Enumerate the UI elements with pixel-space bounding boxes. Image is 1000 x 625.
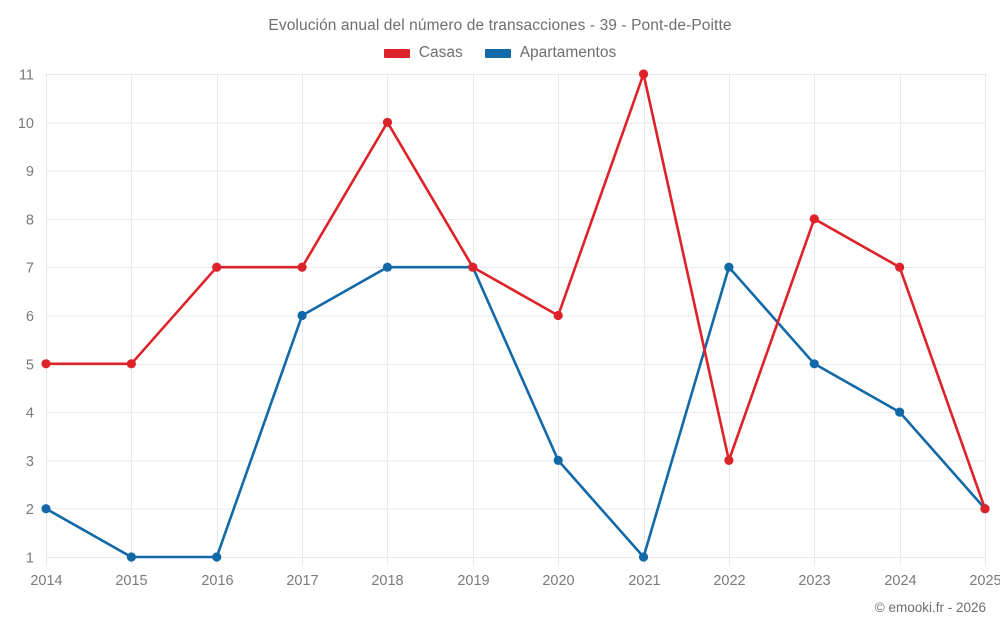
data-point-casas-2014[interactable] [41,359,51,369]
data-point-apartamentos-2023[interactable] [809,359,819,369]
data-point-casas-2024[interactable] [895,262,905,272]
x-axis-tick-label: 2014 [30,573,62,589]
y-axis-tick-label: 1 [26,551,34,567]
x-axis-tick-label: 2015 [115,573,147,589]
x-axis-tick-label: 2021 [628,573,660,589]
data-point-apartamentos-2018[interactable] [382,262,393,272]
x-axis-tick-label: 2018 [371,573,403,589]
y-axis-tick-label: 7 [26,261,34,277]
data-point-apartamentos-2022[interactable] [724,262,734,272]
data-point-apartamentos-2014[interactable] [41,504,51,514]
chart-legend: Casas Apartamentos [0,44,1000,62]
x-axis-tick-label: 2025 [969,573,1000,589]
y-axis-tick-label: 11 [19,68,34,84]
y-axis-tick-label: 4 [26,406,34,422]
data-point-apartamentos-2021[interactable] [638,552,649,562]
x-axis-tick-label: 2024 [884,573,916,589]
legend-swatch-apartamentos [484,48,511,58]
data-point-apartamentos-2020[interactable] [553,455,563,465]
x-axis-tick-label: 2022 [713,573,745,589]
legend-label-casas: Casas [418,44,463,61]
y-axis-tick-label: 6 [26,309,34,325]
data-point-casas-2017[interactable] [297,262,307,272]
data-point-apartamentos-2015[interactable] [126,552,136,562]
data-point-casas-2016[interactable] [212,262,222,272]
data-point-casas-2023[interactable] [809,214,819,224]
y-axis-tick-label: 8 [26,212,34,228]
legend-item-apartamentos[interactable]: Apartamentos [484,44,617,62]
data-point-casas-2021[interactable] [638,69,649,79]
y-axis-tick-label: 5 [26,357,34,373]
data-point-casas-2022[interactable] [724,455,734,465]
y-axis-tick-label: 10 [18,116,34,132]
series-line-casas [44,72,987,511]
legend-item-casas[interactable]: Casas [383,44,463,62]
x-axis-tick-label: 2016 [201,573,233,589]
y-axis-tick-label: 2 [26,502,34,518]
data-point-apartamentos-2017[interactable] [297,310,307,321]
data-point-casas-2020[interactable] [553,310,563,321]
x-axis-tick-label: 2020 [542,573,574,589]
y-axis-tick-label: 3 [26,454,34,470]
data-point-casas-2018[interactable] [382,117,393,127]
series-line-apartamentos [44,265,987,559]
data-point-casas-2025[interactable] [980,504,990,514]
data-point-apartamentos-2024[interactable] [895,407,905,417]
x-axis-tick-label: 2019 [457,573,489,589]
x-axis-tick-label: 2023 [798,573,830,589]
legend-swatch-casas [383,48,410,58]
data-point-casas-2015[interactable] [126,359,136,369]
footer-credit: © emooki.fr - 2026 [874,600,986,615]
data-point-casas-2019[interactable] [468,262,478,272]
data-point-apartamentos-2016[interactable] [212,552,222,562]
legend-label-apartamentos: Apartamentos [519,44,617,61]
x-axis-tick-label: 2017 [286,573,318,589]
chart-title: Evolución anual del número de transaccio… [268,17,732,34]
y-axis-tick-label: 9 [26,164,34,180]
